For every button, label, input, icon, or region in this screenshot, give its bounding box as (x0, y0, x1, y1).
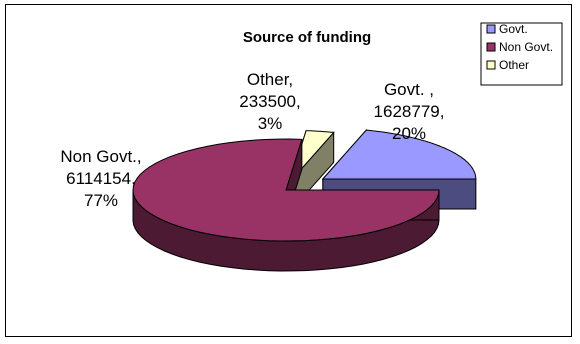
legend-label: Other (499, 58, 529, 72)
legend-swatch (486, 24, 496, 34)
chart-area: Source of funding Govt. , 1628779, 20% Non … (5, 4, 572, 337)
legend-label: Non Govt. (499, 40, 553, 54)
legend-swatch (486, 60, 496, 70)
slice-top (321, 129, 477, 180)
data-label-other: Other, 233500, 3% (239, 70, 300, 133)
slice-top (132, 138, 440, 242)
data-labels: Govt. , 1628779, 20% Non Govt., 6114154, 77% O… (60, 70, 444, 210)
chart-title: Source of funding (243, 29, 371, 46)
pie-chart: Source of funding Govt. , 1628779, 20% Non … (60, 22, 563, 272)
data-label-govt: Govt. , 1628779, 20% (374, 80, 445, 143)
pie-slices (132, 128, 477, 272)
legend-swatch (486, 42, 496, 52)
slice-govt (321, 128, 477, 211)
legend: Govt. Non Govt. Other (480, 22, 563, 86)
data-label-non-govt: Non Govt., 6114154, 77% (60, 147, 141, 210)
legend-label: Govt. (499, 22, 528, 36)
slice-non-govt (132, 138, 440, 272)
